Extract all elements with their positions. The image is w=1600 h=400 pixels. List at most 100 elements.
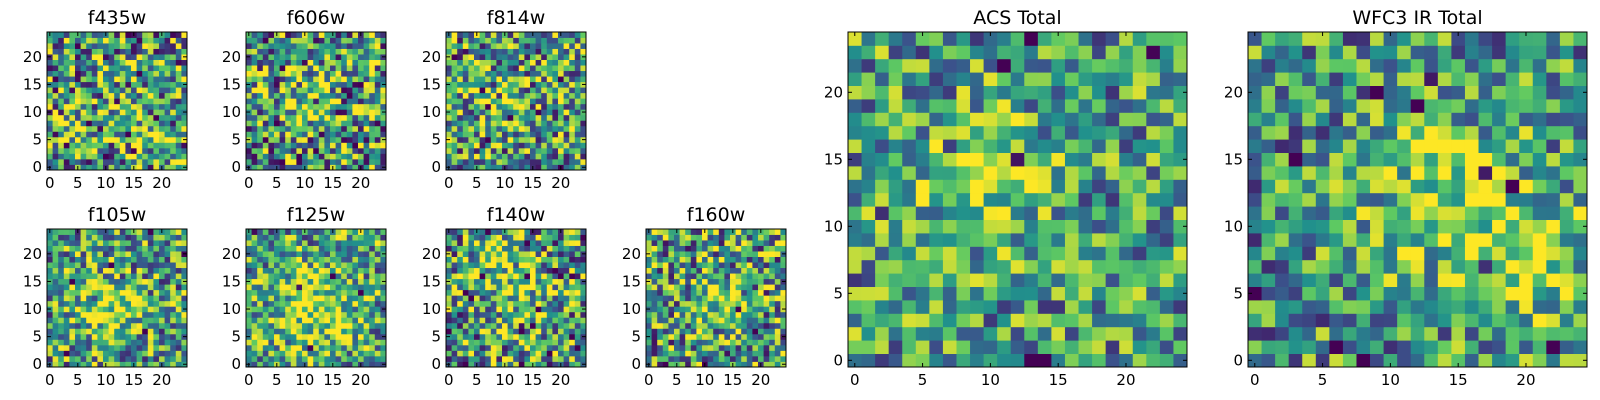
heatmap-cell — [524, 70, 531, 77]
heatmap-cell — [569, 81, 576, 88]
heatmap-cell — [552, 289, 559, 296]
heatmap-cell — [58, 300, 65, 307]
heatmap-cell — [707, 289, 714, 296]
heatmap-cell — [75, 344, 81, 351]
heatmap-cell — [496, 92, 503, 99]
heatmap-cell — [651, 234, 658, 241]
heatmap-cell — [1037, 273, 1052, 287]
heatmap-cell — [462, 109, 469, 116]
heatmap-cell — [257, 240, 264, 246]
heatmap-cell — [861, 192, 876, 207]
heatmap-cell — [363, 103, 370, 110]
heatmap-cell — [1010, 233, 1025, 247]
heatmap-cell — [530, 114, 536, 121]
heatmap-cell — [307, 234, 314, 241]
heatmap-cell — [741, 278, 748, 285]
heatmap-cell — [352, 54, 359, 60]
heatmap-cell — [518, 65, 525, 72]
heatmap-cell — [546, 87, 553, 94]
heatmap-cell — [164, 76, 171, 83]
heatmap-cell — [136, 361, 143, 368]
heatmap-cell — [574, 37, 581, 44]
heatmap-cell — [580, 256, 587, 263]
heatmap-cell — [80, 240, 87, 246]
heatmap-cell — [75, 59, 81, 66]
heatmap-cell — [1146, 273, 1161, 287]
heatmap-cell — [52, 289, 59, 296]
heatmap-cell — [170, 333, 177, 340]
heatmap-cell — [574, 284, 581, 291]
heatmap-cell — [114, 306, 121, 313]
heatmap-cell — [479, 136, 486, 143]
heatmap-cell — [262, 350, 269, 357]
heatmap-cell — [363, 229, 370, 235]
heatmap-cell — [541, 322, 548, 329]
heatmap-cell — [502, 92, 508, 99]
heatmap-cell — [774, 306, 781, 313]
heatmap-cell — [685, 284, 692, 291]
heatmap-cell — [131, 120, 137, 127]
heatmap-cell — [496, 158, 503, 165]
heatmap-cell — [346, 103, 353, 110]
heatmap-cell — [268, 125, 275, 132]
heatmap-cell — [159, 344, 165, 351]
heatmap-cell — [69, 43, 76, 49]
heatmap-cell — [97, 328, 104, 335]
heatmap-cell — [170, 295, 177, 302]
heatmap-cell — [485, 142, 492, 149]
heatmap-cell — [569, 262, 576, 269]
heatmap-cell — [915, 246, 930, 261]
heatmap-cell — [563, 240, 570, 246]
heatmap-cell — [346, 240, 353, 246]
heatmap-cell — [52, 114, 59, 121]
heatmap-cell — [131, 322, 137, 329]
heatmap-cell — [502, 43, 508, 49]
heatmap-cell — [468, 32, 475, 38]
heatmap-cell — [535, 289, 542, 296]
heatmap-cell — [558, 125, 564, 132]
heatmap-cell — [668, 333, 675, 340]
heatmap-cell — [147, 147, 154, 154]
heatmap-cell — [164, 344, 171, 351]
heatmap-cell — [942, 179, 957, 194]
heatmap-cell — [524, 125, 531, 132]
heatmap-cell — [502, 344, 508, 351]
heatmap-cell — [324, 295, 331, 302]
heatmap-cell — [346, 87, 353, 94]
heatmap-cell — [346, 92, 353, 99]
heatmap-cell — [257, 131, 264, 138]
heatmap-cell — [1064, 206, 1079, 220]
heatmap-cell — [164, 311, 171, 318]
heatmap-cell — [530, 295, 536, 302]
heatmap-cell — [552, 142, 559, 149]
heatmap-cell — [763, 322, 770, 329]
heatmap-cell — [668, 234, 675, 241]
heatmap-cell — [285, 48, 292, 55]
heatmap-cell — [58, 333, 65, 340]
x-tick-label: 0 — [444, 174, 454, 192]
heatmap-cell — [313, 59, 320, 66]
heatmap-cell — [313, 54, 320, 60]
heatmap-cell — [80, 70, 87, 77]
heatmap-cell — [147, 70, 154, 77]
heatmap-cell — [558, 333, 564, 340]
heatmap-cell — [246, 234, 252, 241]
heatmap-cell — [136, 142, 143, 149]
heatmap-cell — [513, 32, 520, 38]
heatmap-cells — [646, 229, 787, 368]
heatmap-cell — [52, 333, 59, 340]
heatmap-cell — [518, 114, 525, 121]
heatmap-cell — [702, 300, 708, 307]
heatmap-cell — [569, 234, 576, 241]
heatmap-cell — [513, 114, 520, 121]
heatmap-cell — [696, 289, 703, 296]
heatmap-cell — [363, 76, 370, 83]
heatmap-cell — [462, 317, 469, 324]
heatmap-cell — [114, 344, 121, 351]
heatmap-cell — [69, 240, 76, 246]
heatmap-cell — [558, 317, 564, 324]
heatmap-cell — [142, 59, 149, 66]
heatmap-cell — [91, 147, 98, 154]
heatmap-cell — [142, 251, 149, 257]
heatmap-cell — [513, 54, 520, 60]
